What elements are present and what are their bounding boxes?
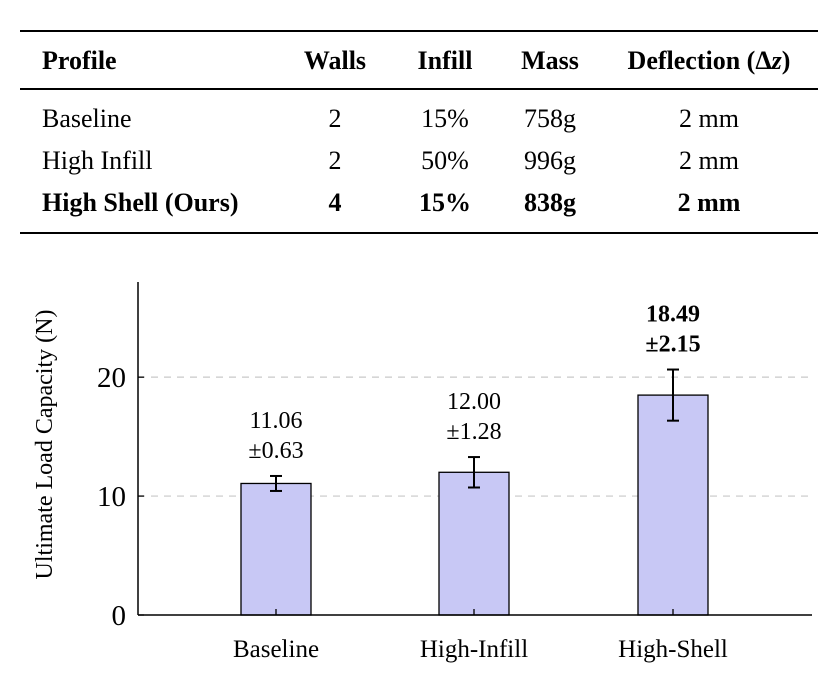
y-tick-label: 10 bbox=[97, 481, 126, 513]
cell-infill: 15% bbox=[421, 104, 469, 133]
data-label-error: ±0.63 bbox=[248, 438, 303, 464]
axes bbox=[137, 282, 812, 616]
data-label-value: 12.00 bbox=[447, 389, 501, 415]
header-infill: Infill bbox=[417, 46, 473, 75]
data-label-value: 18.49 bbox=[646, 302, 700, 328]
table-header-row: Profile Walls Infill Mass Deflection (Δz… bbox=[20, 31, 818, 89]
header-deflection-text: Deflection (Δ bbox=[627, 46, 772, 75]
table-row: Baseline 2 15% 758g 2 mm bbox=[20, 89, 818, 140]
cell-profile: High Infill bbox=[42, 146, 153, 175]
results-table: Profile Walls Infill Mass Deflection (Δz… bbox=[20, 30, 818, 234]
cell-mass: 758g bbox=[524, 104, 576, 133]
x-tick-label: High-Shell bbox=[618, 636, 728, 663]
data-label-value: 11.06 bbox=[249, 408, 302, 434]
cell-mass: 838g bbox=[524, 188, 576, 217]
header-walls: Walls bbox=[303, 46, 367, 75]
table-row: High Infill 2 50% 996g 2 mm bbox=[20, 140, 818, 182]
cell-deflection: 2 mm bbox=[677, 188, 741, 217]
labels: 11.06 ±0.63 Baseline 12.00 ±1.28 High-Infill 1… bbox=[32, 302, 728, 663]
header-deflection-close: ) bbox=[781, 46, 791, 75]
cell-infill: 15% bbox=[419, 188, 471, 217]
cell-deflection: 2 mm bbox=[679, 104, 739, 133]
header-mass: Mass bbox=[521, 46, 579, 75]
cell-walls: 4 bbox=[328, 188, 342, 217]
bar bbox=[240, 482, 312, 616]
cell-profile: High Shell (Ours) bbox=[42, 188, 239, 217]
header-deflection-var: z bbox=[771, 46, 782, 75]
bar bbox=[438, 471, 510, 616]
x-tick-label: High-Infill bbox=[420, 636, 528, 663]
header-deflection: Deflection (Δz) bbox=[600, 31, 818, 89]
data-label-error: ±2.15 bbox=[645, 332, 700, 358]
results-table-container: Profile Walls Infill Mass Deflection (Δz… bbox=[20, 30, 818, 234]
table-row-highlighted: High Shell (Ours) 4 15% 838g 2 mm bbox=[20, 182, 818, 233]
cell-mass: 996g bbox=[524, 146, 576, 175]
y-axis-label: Ultimate Load Capacity (N) bbox=[32, 310, 58, 580]
cell-infill: 50% bbox=[421, 146, 469, 175]
x-tick-label: Baseline bbox=[233, 636, 319, 663]
cell-walls: 2 bbox=[328, 146, 342, 175]
cell-profile: Baseline bbox=[42, 104, 132, 133]
bars bbox=[240, 368, 709, 616]
cell-deflection: 2 mm bbox=[679, 146, 739, 175]
bar bbox=[637, 394, 709, 616]
data-label-error: ±1.28 bbox=[446, 419, 501, 445]
header-profile: Profile bbox=[42, 46, 117, 75]
cell-walls: 2 bbox=[328, 104, 342, 133]
y-tick-label: 0 bbox=[112, 600, 127, 632]
y-tick-label: 20 bbox=[97, 362, 126, 394]
